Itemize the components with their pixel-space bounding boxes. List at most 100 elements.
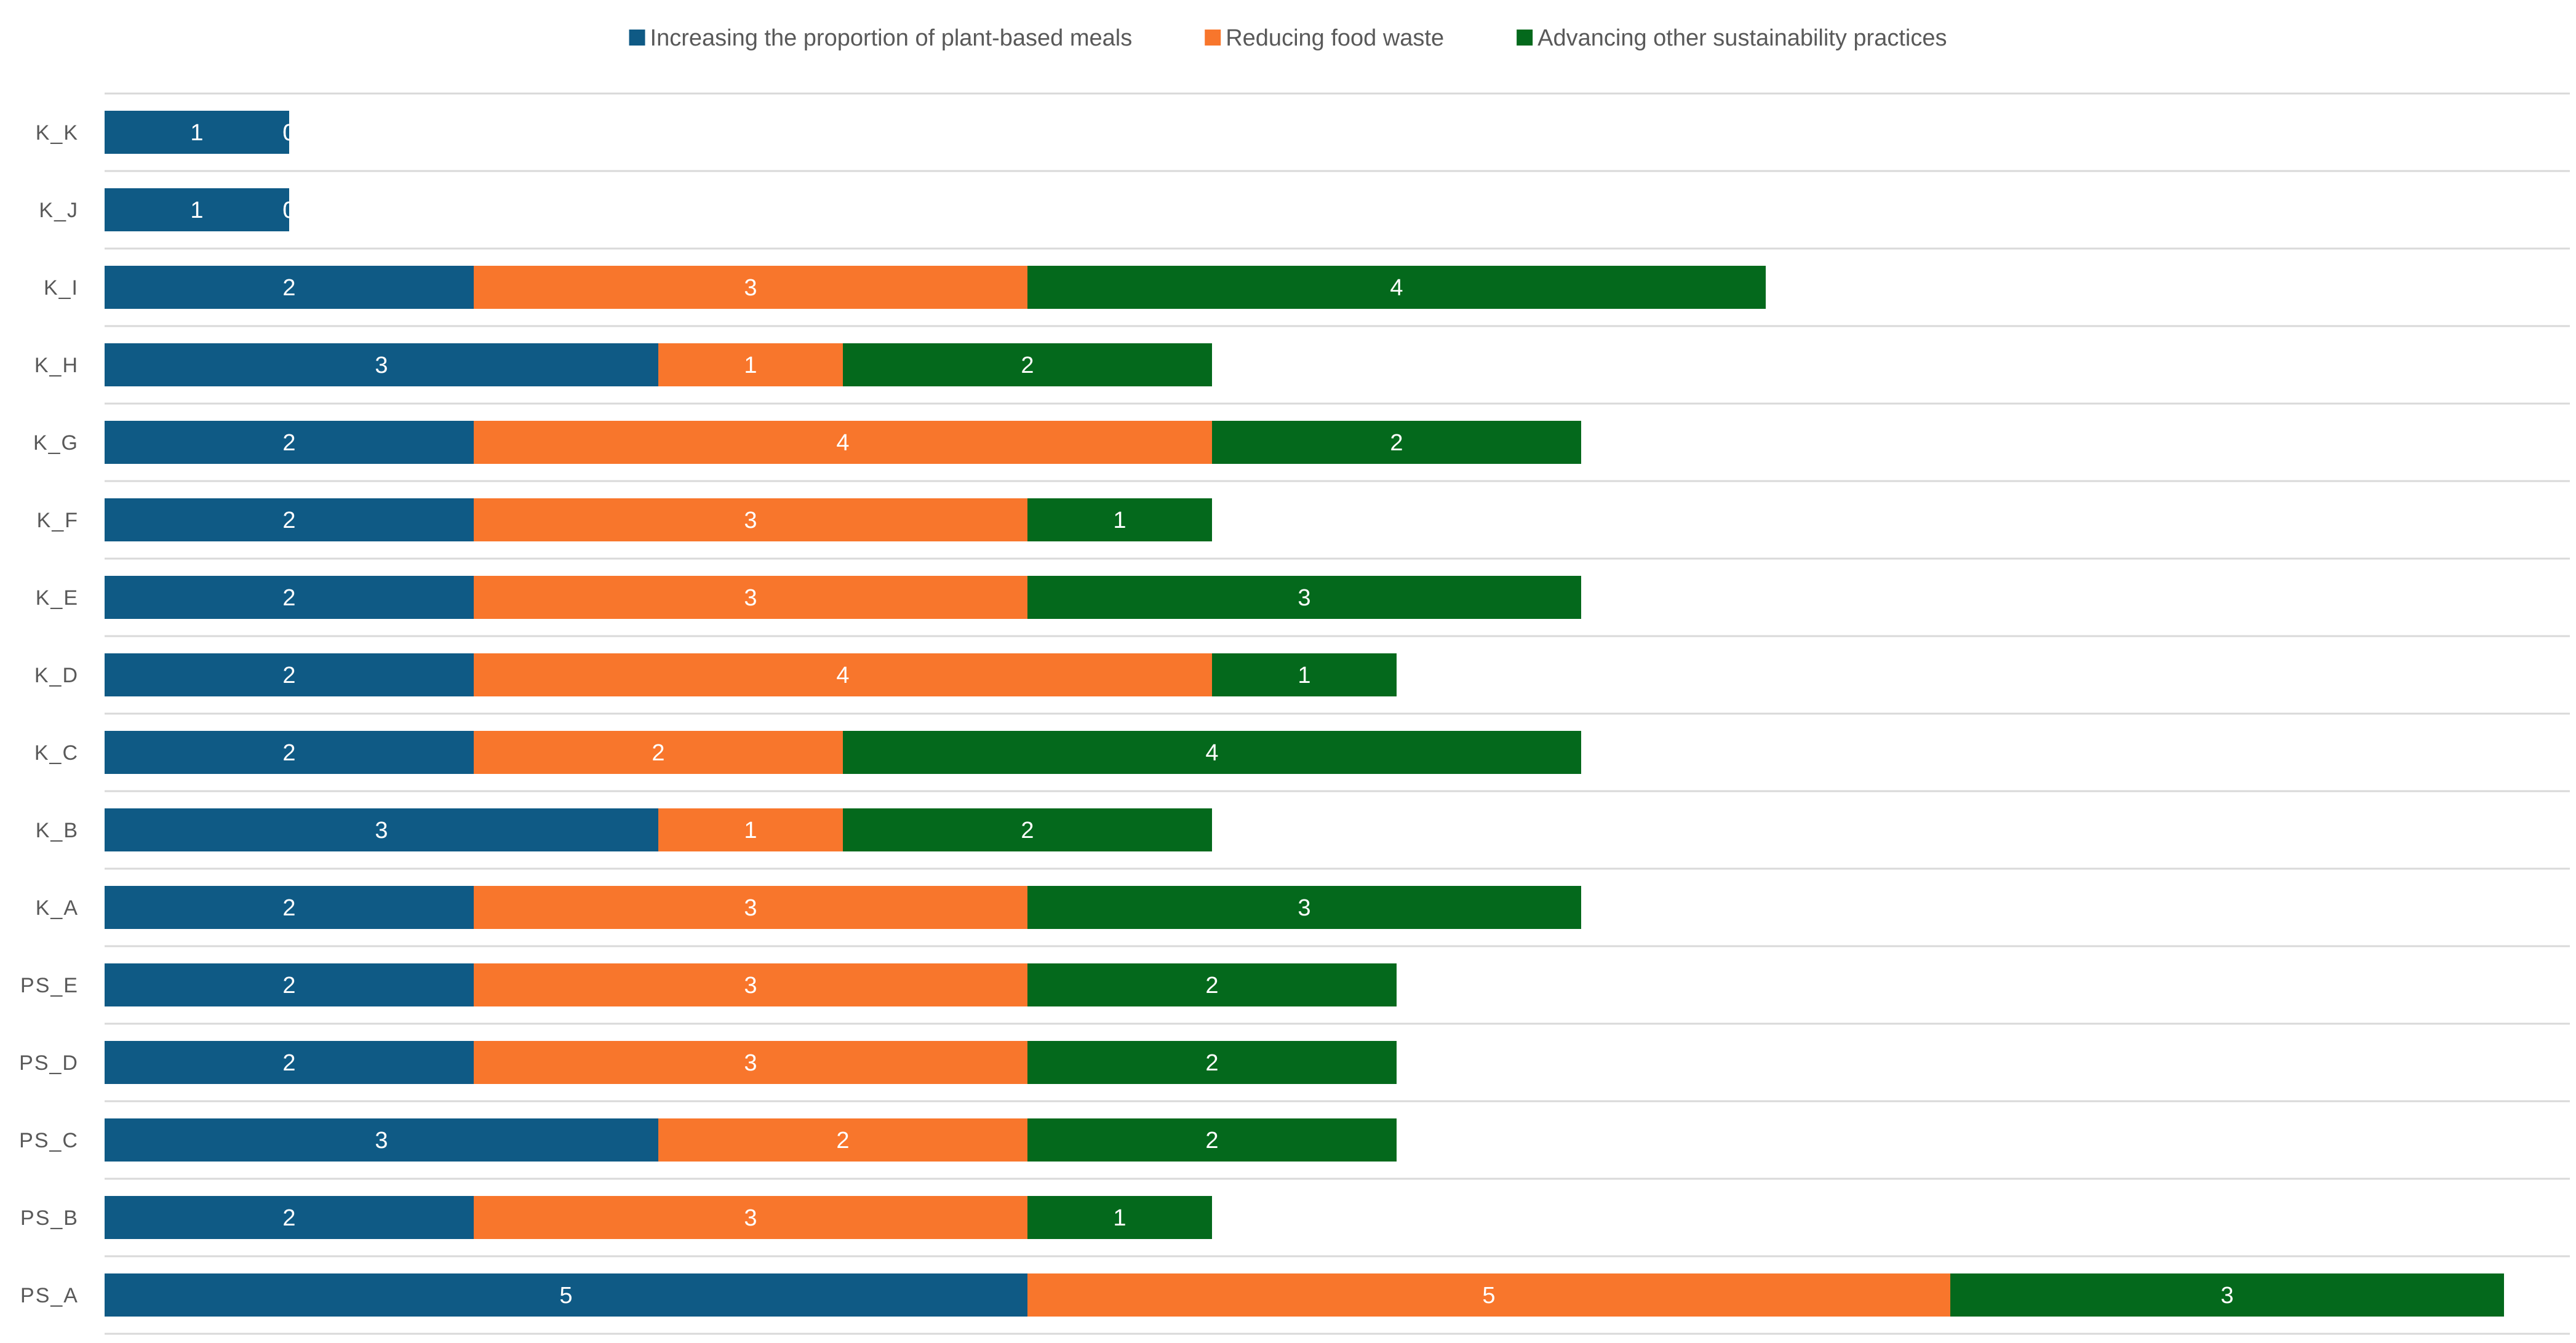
bar-segment-increasing-the-proportion-of-plant-based-meals xyxy=(105,808,658,851)
data-label: 2 xyxy=(1205,1128,1218,1154)
bar-segment-increasing-the-proportion-of-plant-based-meals xyxy=(105,1196,474,1239)
bar-segment-advancing-other-sustainability-practices xyxy=(1027,1118,1397,1162)
bar-segment-reducing-food-waste xyxy=(658,343,843,386)
data-label: 3 xyxy=(744,508,757,533)
bar-segment-increasing-the-proportion-of-plant-based-meals xyxy=(105,963,474,1006)
data-label: 4 xyxy=(836,430,849,456)
data-label: 2 xyxy=(282,740,295,766)
bar-segment-increasing-the-proportion-of-plant-based-meals xyxy=(105,1273,1027,1317)
data-label: 1 xyxy=(190,120,203,146)
bar-segment-advancing-other-sustainability-practices xyxy=(1027,266,1766,309)
category-label: K_F xyxy=(37,509,79,532)
bar-segment-increasing-the-proportion-of-plant-based-meals xyxy=(105,111,289,154)
data-label: 3 xyxy=(744,1050,757,1076)
data-label: 3 xyxy=(744,973,757,998)
data-label: 2 xyxy=(1205,1050,1218,1076)
data-label: 2 xyxy=(282,973,295,998)
bar-segment-increasing-the-proportion-of-plant-based-meals xyxy=(105,653,474,696)
legend-label: Reducing food waste xyxy=(1226,25,1444,51)
category-label: K_K xyxy=(36,121,79,145)
data-label: 4 xyxy=(836,663,849,688)
legend: Increasing the proportion of plant-based… xyxy=(629,25,1947,51)
bar-segment-reducing-food-waste xyxy=(474,498,1027,541)
bar-segment-reducing-food-waste xyxy=(1027,1273,1950,1317)
bar-segment-advancing-other-sustainability-practices xyxy=(1027,886,1581,929)
bar-segment-advancing-other-sustainability-practices xyxy=(1950,1273,2504,1317)
data-label: 1 xyxy=(1113,1205,1126,1231)
bar-segment-reducing-food-waste xyxy=(474,886,1027,929)
bar-segment-advancing-other-sustainability-practices xyxy=(843,731,1581,774)
bar-segment-reducing-food-waste xyxy=(474,1041,1027,1084)
data-label: 3 xyxy=(744,275,757,301)
category-label: PS_E xyxy=(20,974,79,997)
data-label: 3 xyxy=(375,353,388,378)
bar-segment-reducing-food-waste xyxy=(658,808,843,851)
legend-swatch xyxy=(1205,30,1221,46)
data-label: 2 xyxy=(282,1205,295,1231)
category-label: PS_C xyxy=(19,1129,79,1152)
data-label: 2 xyxy=(282,585,295,611)
data-label: 2 xyxy=(652,740,664,766)
category-label: PS_A xyxy=(20,1284,79,1307)
data-label: 2 xyxy=(282,275,295,301)
bar-segment-increasing-the-proportion-of-plant-based-meals xyxy=(105,266,474,309)
data-label: 2 xyxy=(282,895,295,921)
bar-segment-advancing-other-sustainability-practices xyxy=(1027,963,1397,1006)
data-label: 2 xyxy=(282,430,295,456)
legend-swatch xyxy=(629,30,645,46)
data-label: 2 xyxy=(282,663,295,688)
category-label: K_A xyxy=(36,896,79,920)
bar-segment-advancing-other-sustainability-practices xyxy=(1212,421,1581,464)
data-label: 1 xyxy=(744,353,757,378)
bars: 1 001 002 3 43 1 22 4 22 3 12 3 32 4 12 2 43 1 22 3 32 3 22 3 23… xyxy=(105,111,2504,1317)
category-label: K_C xyxy=(34,741,79,765)
data-label: 0 xyxy=(282,120,295,146)
data-label: 3 xyxy=(1298,585,1310,611)
legend-label: Increasing the proportion of plant-based… xyxy=(650,25,1133,51)
data-label: 0 xyxy=(282,197,295,223)
data-label: 2 xyxy=(1021,353,1034,378)
bar-segment-reducing-food-waste xyxy=(474,421,1212,464)
data-label: 2 xyxy=(282,1050,295,1076)
bar-segment-advancing-other-sustainability-practices xyxy=(843,808,1212,851)
bar-segment-advancing-other-sustainability-practices xyxy=(843,343,1212,386)
bar-segment-increasing-the-proportion-of-plant-based-meals xyxy=(105,731,474,774)
bar-segment-increasing-the-proportion-of-plant-based-meals xyxy=(105,343,658,386)
bar-segment-increasing-the-proportion-of-plant-based-meals xyxy=(105,498,474,541)
bar-segment-reducing-food-waste xyxy=(658,1118,1027,1162)
category-label: K_E xyxy=(36,586,79,610)
bar-segment-advancing-other-sustainability-practices xyxy=(1027,1196,1212,1239)
bar-segment-advancing-other-sustainability-practices xyxy=(1027,1041,1397,1084)
bar-segment-reducing-food-waste xyxy=(474,576,1027,619)
legend-item: Reducing food waste xyxy=(1205,25,1444,51)
data-label: 0 xyxy=(282,120,295,146)
category-label: PS_D xyxy=(19,1051,79,1075)
category-label: K_J xyxy=(39,199,79,222)
category-axis-labels: K_K K_J K_I K_H K_G K_F K_E K_D K_C K_B K_A PS_E PS_… xyxy=(19,121,79,1307)
data-label: 2 xyxy=(836,1128,849,1154)
data-label: 3 xyxy=(744,1205,757,1231)
data-label: 5 xyxy=(559,1283,572,1309)
data-label: 2 xyxy=(1205,973,1218,998)
bar-segment-reducing-food-waste xyxy=(474,963,1027,1006)
legend-label: Advancing other sustainability practices xyxy=(1537,25,1947,51)
category-label: K_B xyxy=(36,819,79,842)
data-label: 1 xyxy=(190,197,203,223)
bar-segment-increasing-the-proportion-of-plant-based-meals xyxy=(105,421,474,464)
bar-segment-increasing-the-proportion-of-plant-based-meals xyxy=(105,576,474,619)
bar-segment-reducing-food-waste xyxy=(474,266,1027,309)
category-gridlines xyxy=(105,92,2570,1335)
legend-item: Increasing the proportion of plant-based… xyxy=(629,25,1133,51)
data-label: 2 xyxy=(1021,818,1034,843)
data-label: 3 xyxy=(2220,1283,2233,1309)
bar-segment-advancing-other-sustainability-practices xyxy=(1027,498,1212,541)
bar-segment-reducing-food-waste xyxy=(474,653,1212,696)
data-label: 1 xyxy=(1298,663,1310,688)
bar-segment-increasing-the-proportion-of-plant-based-meals xyxy=(105,188,289,231)
data-label: 4 xyxy=(1390,275,1403,301)
category-label: K_I xyxy=(44,276,79,300)
category-label: K_H xyxy=(34,354,79,377)
data-label: 1 xyxy=(1113,508,1126,533)
data-label: 2 xyxy=(282,508,295,533)
